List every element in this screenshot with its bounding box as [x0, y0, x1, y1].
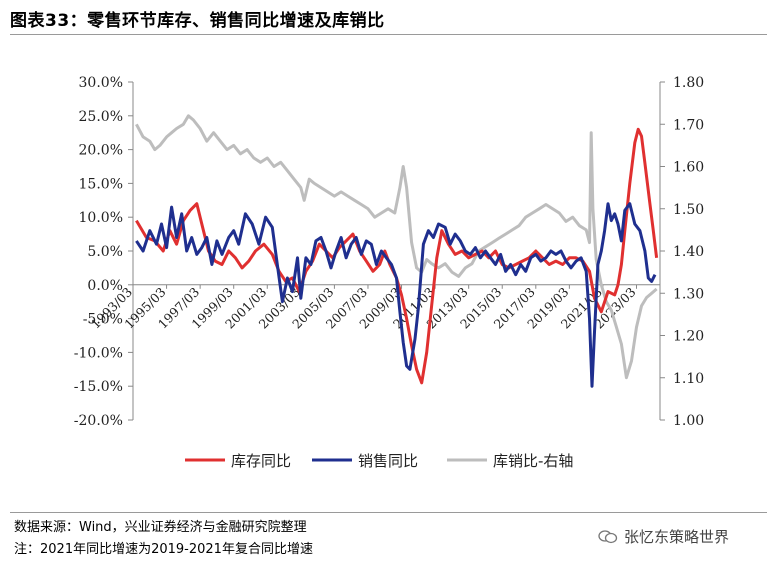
wechat-icon — [598, 529, 618, 543]
left-tick-label: -10.0% — [74, 345, 123, 361]
title-divider — [10, 34, 767, 35]
left-tick-label: 20.0% — [79, 143, 123, 159]
left-tick-label: 0.0% — [87, 278, 123, 294]
left-tick-label: -20.0% — [74, 413, 123, 429]
left-tick-label: -5.0% — [83, 312, 123, 328]
left-tick-label: 15.0% — [79, 176, 123, 192]
legend: 库存同比 销售同比 库销比-右轴 — [185, 452, 573, 470]
left-tick-label: 30.0% — [79, 75, 123, 91]
left-tick-label: 25.0% — [79, 109, 123, 125]
left-tick-label: 5.0% — [87, 244, 123, 260]
right-axis-ticks: 1.80 1.70 1.60 1.50 1.40 1.30 1.20 1.10 1.00 — [660, 75, 704, 429]
legend-label: 库销比-右轴 — [493, 452, 573, 470]
legend-label: 库存同比 — [231, 452, 291, 470]
inventory-yoy-line — [135, 127, 659, 385]
right-tick-label: 1.70 — [673, 117, 704, 133]
right-tick-label: 1.50 — [673, 202, 704, 218]
sales-yoy-line — [135, 202, 657, 388]
figure-title: 图表33：零售环节库存、销售同比增速及库销比 — [10, 11, 385, 31]
line-chart: 30.0% 25.0% 20.0% 15.0% 10.0% 5.0% 0.0% -5.0% -1… — [74, 75, 704, 470]
source-note: 数据来源：Wind，兴业证券经济与金融研究院整理 — [14, 520, 307, 535]
footer-divider — [10, 512, 767, 513]
right-tick-label: 1.80 — [673, 75, 704, 91]
x-axis-ticks: 1993/031995/031997/031999/032001/032003/… — [88, 284, 639, 331]
watermark: 张忆东策略世界 — [598, 526, 729, 547]
left-tick-label: -15.0% — [74, 379, 123, 395]
watermark-text: 张忆东策略世界 — [624, 528, 730, 546]
right-tick-label: 1.00 — [673, 413, 704, 429]
right-tick-label: 1.10 — [673, 371, 704, 387]
left-axis-ticks: 30.0% 25.0% 20.0% 15.0% 10.0% 5.0% 0.0% -5.0% -1… — [74, 75, 133, 429]
right-tick-label: 1.60 — [673, 160, 704, 176]
series-lines — [135, 114, 659, 388]
legend-label: 销售同比 — [358, 452, 418, 470]
footnote: 注：2021年同比增速为2019-2021年复合同比增速 — [14, 542, 313, 557]
right-tick-label: 1.20 — [673, 329, 704, 345]
right-tick-label: 1.40 — [673, 244, 704, 260]
right-tick-label: 1.30 — [673, 286, 704, 302]
left-tick-label: 10.0% — [79, 210, 123, 226]
inventory-sales-ratio-line — [135, 114, 658, 380]
